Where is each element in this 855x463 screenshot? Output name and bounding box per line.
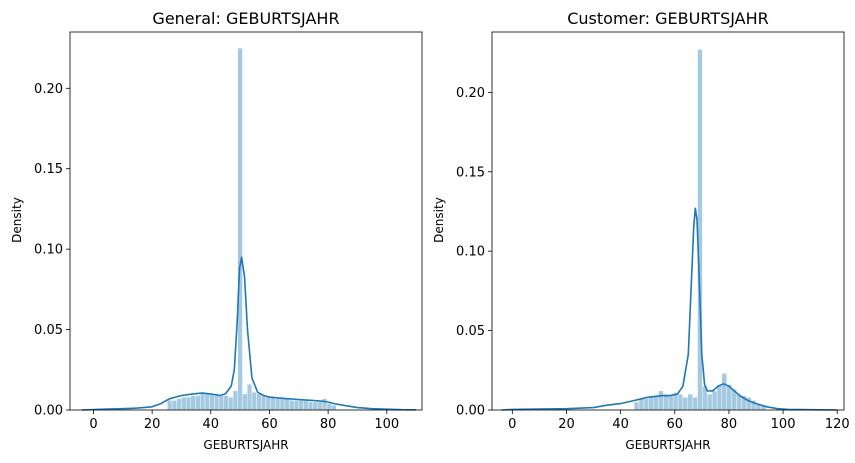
histogram-bar	[721, 373, 727, 411]
histogram-bar	[317, 401, 323, 411]
histogram-bar	[246, 384, 253, 411]
histogram-bar	[298, 400, 304, 411]
chart-general: General: GEBURTSJAHR GEBURTSJAHR Density…	[10, 9, 423, 452]
plot-area: 0 20 40 60 80 100 120 0.00 0.05 0.10 0.15 0.20	[456, 31, 850, 432]
histogram-bar	[171, 400, 177, 411]
x-tick-label: 60	[666, 417, 683, 432]
plot-frame	[69, 31, 423, 411]
histogram-bar	[633, 401, 640, 411]
histogram-bar	[251, 392, 257, 411]
histogram-bar	[322, 398, 328, 411]
x-tick-label: 20	[558, 417, 575, 432]
histogram-bar	[190, 395, 196, 411]
histogram-bar	[687, 393, 693, 411]
histogram-bar	[228, 396, 234, 411]
histogram-bar	[200, 393, 206, 411]
histogram-bar	[261, 395, 267, 411]
x-tick-label: 120	[825, 417, 850, 432]
histogram-bar	[716, 384, 723, 411]
x-tick-label: 20	[144, 417, 161, 432]
histogram-bar	[658, 390, 664, 411]
histogram-bar	[265, 396, 271, 411]
histogram-bar	[331, 404, 337, 411]
plot-frame	[491, 31, 845, 411]
histogram-bar	[279, 398, 285, 411]
histogram-bar	[638, 398, 645, 411]
chart-title: Customer: GEBURTSJAHR	[567, 9, 769, 28]
histogram-bar	[326, 403, 332, 411]
histogram-bar	[185, 396, 192, 411]
histogram-bar	[242, 393, 248, 411]
x-axis-label: GEBURTSJAHR	[203, 438, 288, 452]
histogram-bar	[707, 393, 713, 411]
histogram-bar	[256, 393, 262, 411]
x-tick-label: 40	[203, 417, 220, 432]
histogram-bar	[682, 397, 688, 411]
x-tick-label: 80	[721, 417, 738, 432]
y-tick-label: 0.15	[34, 162, 63, 177]
chart-customer: Customer: GEBURTSJAHR GEBURTSJAHR Densit…	[432, 9, 850, 452]
histogram-bar	[218, 395, 224, 411]
histogram-bar	[312, 401, 318, 411]
histogram-bar	[214, 393, 220, 411]
x-tick-label: 0	[89, 417, 97, 432]
histogram-bar	[181, 396, 187, 411]
y-tick-label: 0.10	[34, 243, 63, 258]
kde-line	[501, 207, 838, 411]
x-axis-label: GEBURTSJAHR	[625, 438, 710, 452]
chart-title: General: GEBURTSJAHR	[152, 9, 339, 28]
histogram-bar	[711, 390, 718, 411]
histogram-bar	[284, 398, 290, 411]
y-tick-label: 0.05	[456, 324, 485, 339]
x-tick-label: 100	[771, 417, 796, 432]
kde-line	[81, 256, 417, 411]
y-tick-label: 0.00	[456, 404, 485, 419]
x-tick-label: 40	[612, 417, 629, 432]
y-tick-label: 0.00	[34, 404, 63, 419]
histogram-bar	[195, 395, 201, 411]
histogram-bar	[692, 397, 698, 411]
y-tick-label: 0.10	[456, 245, 485, 260]
x-tick-label: 0	[508, 417, 516, 432]
histogram-bar	[176, 398, 182, 411]
histogram-bar	[232, 390, 238, 411]
histogram-bar	[167, 400, 173, 411]
histogram-bar	[653, 395, 659, 411]
y-tick-label: 0.20	[34, 82, 63, 97]
histogram-bar	[648, 397, 654, 411]
y-axis-label: Density	[10, 197, 24, 243]
y-tick-label: 0.20	[456, 86, 485, 101]
y-tick-label: 0.15	[456, 165, 485, 180]
histogram-bar	[303, 400, 309, 411]
histogram-bar	[677, 393, 684, 411]
x-tick-label: 100	[374, 417, 399, 432]
x-tick-label: 80	[320, 417, 337, 432]
histogram-bar	[275, 398, 281, 411]
histogram-bar	[223, 395, 229, 411]
y-tick-label: 0.05	[34, 323, 63, 338]
plot-area: 0 20 40 60 80 100 0.00 0.05 0.10 0.15 0.20	[34, 31, 423, 432]
histogram-bar	[293, 400, 299, 411]
histogram-bar	[289, 400, 295, 411]
histogram-bar	[668, 395, 674, 411]
histogram-bar	[237, 47, 243, 411]
histogram-bar	[270, 396, 276, 411]
y-axis-label: Density	[432, 197, 446, 243]
histogram-bar	[643, 398, 649, 411]
histogram-bar	[209, 393, 215, 411]
x-tick-label: 60	[261, 417, 278, 432]
histogram-bar	[307, 401, 314, 411]
histogram-bar	[204, 393, 210, 411]
